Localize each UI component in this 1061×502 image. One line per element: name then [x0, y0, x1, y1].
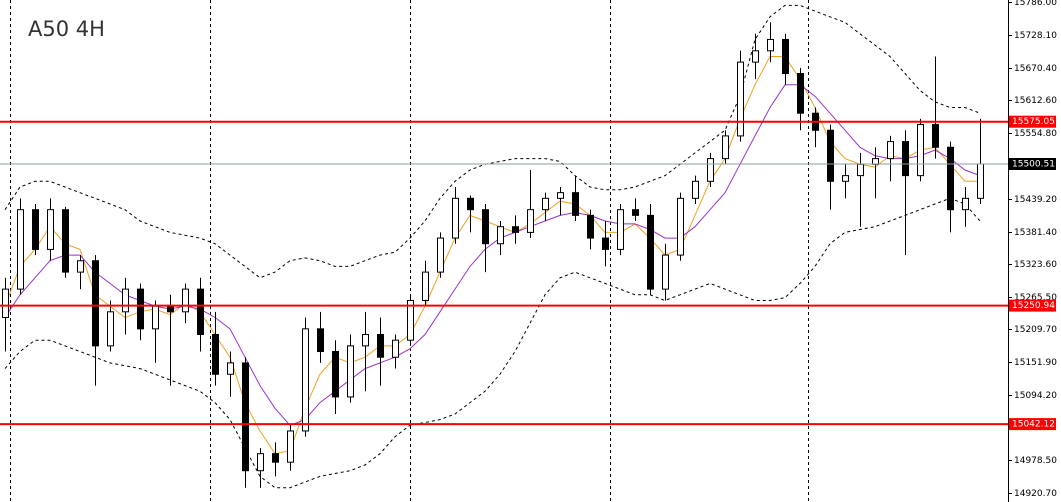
y-tick-label: 14920.70 [1014, 489, 1057, 499]
candle-body [707, 158, 714, 182]
candle-body [2, 288, 9, 318]
candle-body [752, 50, 759, 63]
y-tick-label: 15151.90 [1014, 358, 1057, 368]
price-label: 15500.51 [1012, 159, 1055, 169]
y-tick-label: 15439.20 [1014, 195, 1057, 205]
candle-body [47, 209, 54, 250]
y-tick-label: 15786.00 [1014, 0, 1057, 8]
candle-body [872, 158, 879, 165]
candle-body [977, 163, 984, 199]
candle-body [932, 124, 939, 148]
candle-body [602, 237, 609, 250]
candle-body [782, 38, 789, 74]
candle-body [227, 362, 234, 375]
y-tick-label: 14978.50 [1014, 456, 1057, 466]
candle-body [317, 328, 324, 353]
candle-body [257, 453, 264, 472]
candle-body [167, 305, 174, 313]
level-label: 15042.12 [1012, 420, 1055, 430]
candle-body [77, 260, 84, 273]
candle-body [767, 38, 774, 52]
candle-body [887, 141, 894, 160]
candle-body [527, 209, 534, 233]
y-tick-label: 15323.60 [1014, 260, 1057, 270]
candle-body [332, 351, 339, 398]
candle-body [302, 328, 309, 432]
candle-body [362, 334, 369, 347]
y-tick-label: 15670.40 [1014, 64, 1057, 74]
candle-body [572, 192, 579, 216]
y-tick-label: 15381.40 [1014, 228, 1057, 238]
candle-body [272, 453, 279, 463]
candle-body [917, 124, 924, 177]
level-tag [1009, 299, 1056, 312]
candle-body [242, 362, 249, 472]
candle-body [677, 197, 684, 256]
level-label: 15250.94 [1012, 301, 1055, 311]
candle-body [62, 209, 69, 273]
candle-body [377, 334, 384, 358]
candle-body [542, 197, 549, 211]
candle-body [842, 175, 849, 182]
price-tag [1009, 157, 1056, 170]
candle-body [692, 180, 699, 199]
price-axis: 15786.00 15728.10 15670.40 15612.60 15554.80… [1008, 0, 1057, 499]
candle-body [512, 226, 519, 233]
candle-body [422, 271, 429, 301]
candle-body [482, 209, 489, 245]
candle-body [467, 197, 474, 211]
plot-area [0, 4, 1008, 489]
candle-body [137, 288, 144, 330]
candle-body [197, 288, 204, 336]
y-tick-label: 15094.20 [1014, 391, 1057, 401]
candle-body [797, 72, 804, 114]
candle-body [32, 209, 39, 250]
bollinger-band [4, 4, 981, 279]
y-tick-label: 15612.60 [1014, 96, 1057, 106]
level-tag [1009, 418, 1056, 431]
candle-body [617, 209, 624, 250]
candle-body [737, 61, 744, 137]
y-tick-label: 15554.80 [1014, 129, 1057, 139]
candle-body [122, 288, 129, 313]
candle-body [827, 129, 834, 182]
candle-body [347, 345, 354, 398]
candle-body [437, 237, 444, 273]
candle-body [947, 146, 954, 211]
candle-body [17, 209, 24, 290]
candle-body [962, 197, 969, 211]
candle-body [92, 260, 99, 347]
chart-title: A50 4H [28, 17, 105, 41]
y-tick-label: 15209.70 [1014, 325, 1057, 335]
bollinger-band [4, 197, 981, 489]
candle-body [212, 334, 219, 375]
y-tick-label: 15265.50 [1014, 293, 1057, 303]
candle-body [722, 135, 729, 160]
level-tag [1009, 115, 1056, 128]
y-tick-label: 15728.10 [1014, 31, 1057, 41]
candle-body [557, 192, 564, 199]
candle-body [407, 299, 414, 341]
candle-body [647, 214, 654, 290]
candle-body [392, 339, 399, 358]
candle-body [662, 254, 669, 290]
candle-body [587, 214, 594, 239]
candle-body [152, 305, 159, 330]
level-label: 15575.05 [1012, 117, 1055, 127]
candle-body [287, 430, 294, 463]
candle-body [497, 226, 504, 245]
candle-body [902, 141, 909, 177]
candle-body [632, 209, 639, 216]
candle-body [107, 311, 114, 347]
candle-body [857, 163, 864, 177]
candle-body [182, 288, 189, 313]
candle-body [452, 197, 459, 239]
